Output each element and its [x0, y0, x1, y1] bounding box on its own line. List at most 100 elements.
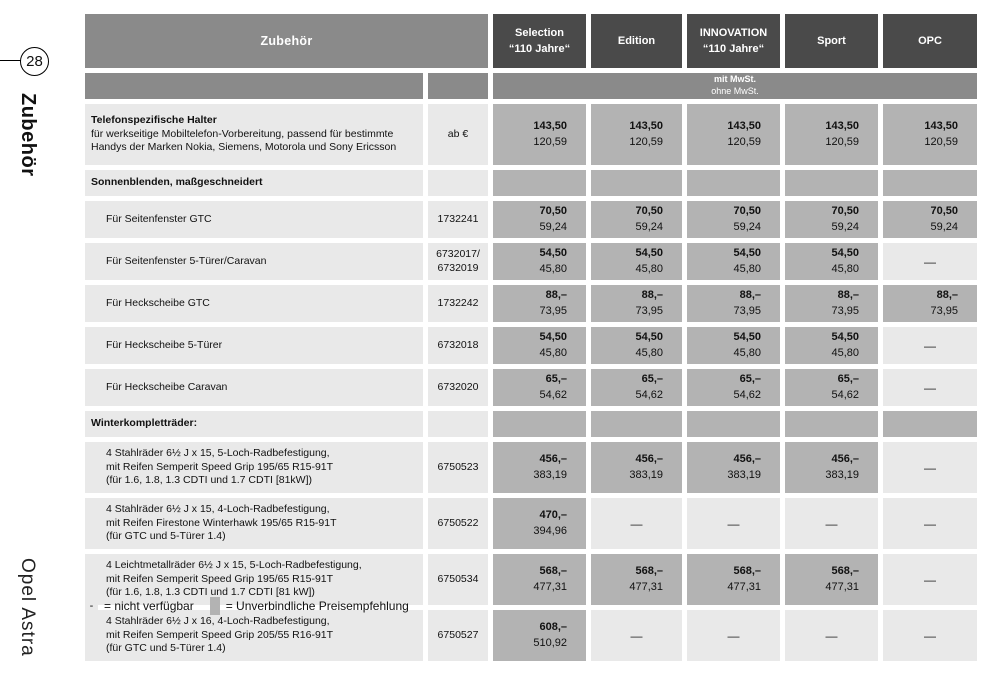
not-available-cell-opc: — [883, 327, 977, 364]
article-number-cell: 6750527 [428, 610, 488, 661]
price-net: 477,31 [825, 580, 859, 593]
product-line: mit Reifen Semperit Speed Grip 205/55 R1… [106, 628, 334, 641]
product-line: (für 1.6, 1.8, 1.3 CDTI und 1.7 CDTI [81… [106, 474, 312, 487]
product-line: Für Heckscheibe 5-Türer [106, 338, 223, 351]
table-row: Für Heckscheibe Caravan 6732020 65,– 54,62 6… [85, 369, 977, 406]
article-number-line: 6750523 [437, 460, 479, 473]
price-gross: 70,50 [539, 204, 567, 217]
price-cell-sport: 54,50 45,80 [785, 243, 878, 280]
swatch-label: = Unverbindliche Preisempfehlung [225, 599, 409, 613]
product-line: für werkseitige Mobiltelefon-Vorbereitun… [91, 127, 394, 140]
price-gross: 88,– [936, 288, 958, 301]
price-cell-innovation: 54,50 45,80 [687, 327, 780, 364]
price-gross: 456,– [635, 452, 663, 465]
price-gross: 143,50 [924, 119, 958, 132]
price-net: 45,80 [831, 346, 859, 359]
product-cell: Für Heckscheibe Caravan [85, 369, 423, 406]
article-number-cell: 6750534 [428, 554, 488, 605]
article-number-line: 6750522 [437, 516, 479, 529]
blank-price-cell-edition [591, 170, 682, 196]
price-net: 73,95 [831, 304, 859, 317]
product-cell: 4 Stahlräder 6½ J x 15, 4-Loch-Radbefest… [85, 498, 423, 549]
product-cell: 4 Stahlräder 6½ J x 15, 5-Loch-Radbefest… [85, 442, 423, 493]
tax-note-net: ohne MwSt. [711, 86, 759, 96]
price-cell-innovation: 54,50 45,80 [687, 243, 780, 280]
product-cell: Für Seitenfenster GTC [85, 201, 423, 238]
article-number-cell: 6732020 [428, 369, 488, 406]
table-header-row: Zubehör Selection “110 Jahre“ Edition INNOVA… [85, 14, 977, 68]
price-cell-selection: 568,– 477,31 [493, 554, 586, 605]
blank-price-cell-innovation [687, 411, 780, 437]
article-number-cell: 6750523 [428, 442, 488, 493]
price-net: 45,80 [635, 262, 663, 275]
price-net: 477,31 [629, 580, 663, 593]
price-cell-innovation: 65,– 54,62 [687, 369, 780, 406]
section-row: Winterkompletträder: [85, 411, 977, 437]
tax-note: mit MwSt. ohne MwSt. [493, 73, 977, 99]
article-number-cell: ab € [428, 104, 488, 165]
article-number-line: 6750534 [437, 572, 479, 585]
price-gross: 70,50 [831, 204, 859, 217]
price-cell-sport: 568,– 477,31 [785, 554, 878, 605]
price-net: 73,95 [635, 304, 663, 317]
table-row: Telefonspezifische Halter für werkseitige… [85, 104, 977, 165]
price-cell-edition: 54,50 45,80 [591, 243, 682, 280]
price-gross: 54,50 [733, 246, 761, 259]
price-gross: 608,– [539, 620, 567, 633]
price-cell-opc: 143,50 120,59 [883, 104, 977, 165]
price-net: 54,62 [733, 388, 761, 401]
price-gross: 568,– [733, 564, 761, 577]
not-available-cell-sport: — [785, 610, 878, 661]
price-gross: 568,– [539, 564, 567, 577]
price-cell-opc: 70,50 59,24 [883, 201, 977, 238]
price-cell-sport: 54,50 45,80 [785, 327, 878, 364]
blank-price-cell-opc [883, 170, 977, 196]
price-cell-edition: 88,– 73,95 [591, 285, 682, 322]
legend: - = nicht verfügbar = Unverbindliche Pre… [85, 597, 409, 615]
product-line: (für 1.6, 1.8, 1.3 CDTI und 1.7 CDTI [81… [106, 586, 315, 599]
table-row: Für Heckscheibe 5-Türer 6732018 54,50 45,80… [85, 327, 977, 364]
not-available-cell-opc: — [883, 610, 977, 661]
price-gross: 54,50 [831, 330, 859, 343]
table-row: 4 Stahlräder 6½ J x 15, 5-Loch-Radbefest… [85, 442, 977, 493]
column-header-line: Selection [515, 26, 564, 39]
price-cell-selection: 54,50 45,80 [493, 327, 586, 364]
price-gross: 88,– [641, 288, 663, 301]
blank-price-cell-opc [883, 411, 977, 437]
sidebar-model-label: Opel Astra [17, 558, 38, 657]
price-gross: 54,50 [635, 246, 663, 259]
price-gross: 568,– [831, 564, 859, 577]
article-number-line: 6732017/ [436, 247, 480, 260]
blank-price-cell-sport [785, 411, 878, 437]
table-row: Für Seitenfenster GTC 1732241 70,50 59,24 70… [85, 201, 977, 238]
column-header-line: Edition [617, 34, 656, 47]
product-line: mit Reifen Firestone Winterhawk 195/65 R… [106, 516, 337, 529]
product-line: 4 Stahlräder 6½ J x 15, 4-Loch-Radbefest… [106, 502, 330, 515]
article-number-line: ab € [447, 127, 469, 140]
not-available-cell-opc: — [883, 243, 977, 280]
price-cell-edition: 143,50 120,59 [591, 104, 682, 165]
column-header-line: OPC [918, 34, 942, 47]
product-cell: Telefonspezifische Halter für werkseitige… [85, 104, 423, 165]
price-net: 59,24 [539, 220, 567, 233]
product-cell: 4 Stahlräder 6½ J x 16, 4-Loch-Radbefest… [85, 610, 423, 661]
column-header-line: “110 Jahre“ [508, 43, 571, 55]
article-number-line: 6732019 [437, 261, 479, 274]
price-net: 383,19 [727, 468, 761, 481]
price-net: 73,95 [539, 304, 567, 317]
price-net: 45,80 [635, 346, 663, 359]
not-available-symbol: - [89, 600, 94, 612]
price-cell-edition: 54,50 45,80 [591, 327, 682, 364]
product-cell: Winterkompletträder: [85, 411, 423, 437]
price-gross: 88,– [837, 288, 859, 301]
product-cell: Für Heckscheibe GTC [85, 285, 423, 322]
column-header-line: “110 Jahre“ [702, 43, 765, 55]
price-gross: 70,50 [930, 204, 958, 217]
blank-price-cell-edition [591, 411, 682, 437]
price-cell-sport: 456,– 383,19 [785, 442, 878, 493]
page-number: 28 [26, 53, 43, 70]
product-cell: Für Seitenfenster 5-Türer/Caravan [85, 243, 423, 280]
price-net: 73,95 [733, 304, 761, 317]
price-net: 383,19 [533, 468, 567, 481]
price-cell-selection: 456,– 383,19 [493, 442, 586, 493]
